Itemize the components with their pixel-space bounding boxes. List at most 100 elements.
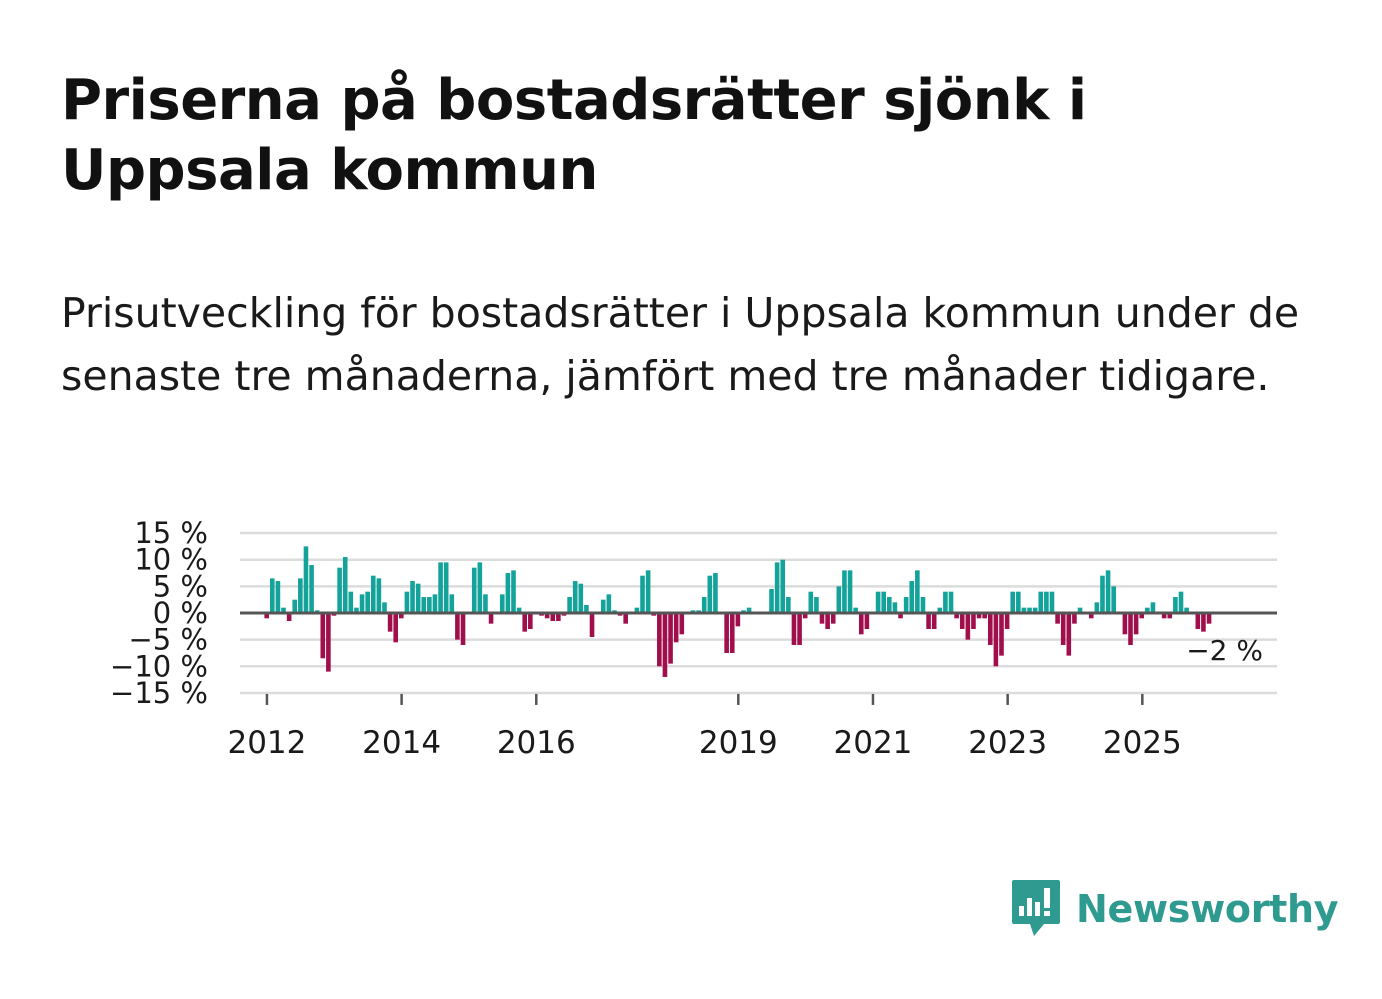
brand-name: Newsworthy (1076, 887, 1339, 931)
bar (1060, 613, 1066, 645)
bar (937, 607, 943, 613)
bar (786, 597, 791, 613)
bar (415, 583, 421, 613)
bar (292, 599, 298, 613)
newsworthy-chart-bubble-icon (1012, 880, 1060, 936)
bar (707, 575, 713, 613)
bar (830, 613, 836, 624)
bar (1032, 607, 1038, 613)
bar (853, 607, 858, 613)
bar (847, 570, 853, 613)
bar (1066, 613, 1072, 656)
bar (365, 591, 370, 613)
y-tick-label: 10 % (134, 543, 208, 577)
bar (1122, 613, 1128, 635)
bar (1145, 607, 1150, 613)
y-tick-label: −10 % (110, 649, 208, 683)
bar (954, 613, 959, 619)
bar (1195, 613, 1201, 629)
bar (634, 607, 640, 613)
bar (814, 597, 819, 613)
bar (943, 591, 948, 613)
bar (550, 613, 556, 621)
x-tick-label: 2025 (1103, 725, 1182, 761)
bar (342, 557, 348, 613)
bar (701, 597, 707, 613)
bar (1161, 613, 1167, 619)
bar (780, 559, 786, 613)
bar (724, 613, 729, 653)
bar (797, 613, 802, 645)
chart-subtitle: Prisutveckling för bostadsrätter i Uppsa… (61, 289, 1300, 400)
bar (1133, 613, 1139, 635)
bar (354, 607, 359, 613)
bar (370, 575, 376, 613)
bar (1184, 607, 1189, 613)
bar (528, 613, 533, 629)
bar (348, 591, 354, 613)
bar (264, 613, 269, 619)
bar (864, 613, 870, 629)
bar (337, 567, 342, 613)
x-tick-label: 2019 (699, 725, 778, 761)
bar (1139, 613, 1145, 619)
bar (1150, 602, 1156, 613)
bar (1111, 586, 1116, 613)
bar (1167, 613, 1173, 619)
bar (471, 567, 477, 613)
bar (427, 597, 432, 613)
bar (668, 613, 673, 664)
x-tick-label: 2014 (362, 725, 441, 761)
bar (965, 613, 971, 640)
bar (404, 591, 410, 613)
bar (477, 562, 483, 613)
bar (909, 581, 915, 613)
bar (1128, 613, 1133, 645)
newsworthy-logo: Newsworthy (1010, 878, 1339, 940)
bar (858, 613, 864, 635)
x-tick-label: 2023 (968, 725, 1047, 761)
bar (578, 583, 584, 613)
bar (729, 613, 735, 653)
bar (298, 578, 303, 613)
bar (584, 605, 589, 613)
bar (887, 597, 892, 613)
bar (1055, 613, 1060, 624)
bar (460, 613, 466, 645)
x-tick-label: 2016 (497, 725, 576, 761)
y-tick-label: 15 % (134, 516, 208, 550)
bar (1016, 591, 1021, 613)
bar (982, 613, 987, 619)
bar (410, 581, 415, 613)
y-tick-label: 5 % (153, 569, 208, 603)
bar (645, 570, 651, 613)
bar (1077, 607, 1083, 613)
bar (320, 613, 326, 659)
bar (673, 613, 679, 643)
bar (623, 613, 628, 624)
bar (382, 602, 387, 613)
bar (488, 613, 494, 624)
bar (309, 565, 314, 613)
bar (1088, 613, 1094, 619)
bar (1100, 575, 1105, 613)
bar (455, 613, 460, 640)
y-tick-label: −15 % (110, 676, 208, 710)
price-change-bar-chart: 15 %10 %5 %0 %−5 %−10 %−15 % 2012 2014 201… (110, 516, 1277, 761)
bar (1105, 570, 1111, 613)
bar (589, 613, 595, 637)
bar (959, 613, 965, 629)
bar (791, 613, 797, 645)
bar (774, 562, 780, 613)
bar (679, 613, 685, 635)
bar (1201, 613, 1206, 632)
bar (449, 594, 455, 613)
bar (516, 607, 522, 613)
bar (662, 613, 668, 677)
bar (892, 602, 898, 613)
bar (483, 594, 488, 613)
bar (875, 591, 881, 613)
bar (567, 597, 572, 613)
bar (1173, 597, 1178, 613)
bar (393, 613, 399, 643)
